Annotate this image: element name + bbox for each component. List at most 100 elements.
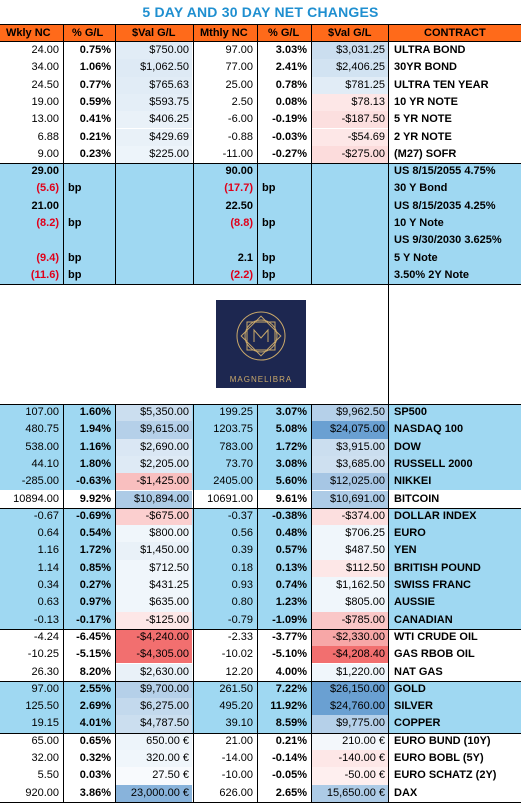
cell-wv: $10,894.00 [116, 490, 192, 508]
contract-divider [388, 284, 389, 404]
table-row: 65.00 0.65% 650.00 € 21.00 0.21% 210.00 € EURO… [0, 732, 521, 750]
cell-w: 0.64 [37, 527, 59, 540]
cell-mv: $78.13 [312, 93, 388, 112]
cell-c: SWISS FRANC [394, 579, 471, 591]
cell-mp: -0.38% [272, 509, 307, 522]
cell-wv: $800.00 [116, 525, 192, 543]
cell-wv: $2,205.00 [116, 455, 192, 474]
cell-c: DOW [394, 440, 421, 453]
cell-wp: bp [68, 182, 82, 195]
col-header-wkly-nc: Wkly NC [6, 27, 51, 39]
cell-mp: -0.05% [272, 769, 307, 782]
cell-wp: 0.59% [79, 95, 111, 108]
cell-m: (8.8) [230, 217, 253, 229]
cell-mp: 0.57% [275, 544, 307, 557]
cell-m: 77.00 [225, 61, 253, 74]
cell-wv: $1,062.50 [116, 59, 192, 77]
cell-mp: 5.08% [275, 423, 307, 436]
cell-c: GOLD [394, 682, 426, 695]
cell-mp: bp [262, 268, 276, 281]
cell-m: 261.50 [219, 682, 253, 695]
column-divider [388, 404, 389, 802]
sheet-title: 5 DAY AND 30 DAY NET CHANGES [0, 0, 521, 24]
column-divider [115, 24, 116, 285]
cell-w: 125.50 [25, 700, 59, 713]
cell-w: 13.00 [31, 113, 59, 126]
cell-w: -10.25 [27, 648, 59, 661]
cell-m: -10.00 [221, 769, 253, 782]
cell-wp: bp [68, 217, 82, 229]
cell-c: RUSSELL 2000 [394, 457, 473, 470]
cell-wp: 8.20% [79, 665, 111, 678]
cell-c: 5 YR NOTE [394, 113, 452, 126]
cell-w: 1.16 [37, 544, 59, 557]
table-row: 24.00 0.75% $750.00 97.00 3.03% $3,031.25 ULTR… [0, 42, 521, 60]
cell-mp: 8.59% [275, 717, 307, 730]
cell-c: EURO [394, 527, 426, 540]
cell-mv: -$2,330.00 [312, 628, 388, 647]
cell-c: 30 Y Bond [394, 182, 448, 195]
cell-wp: -5.15% [76, 648, 111, 661]
cell-w: 0.63 [37, 596, 59, 609]
table-row: 9.00 0.23% $225.00 -11.00 -0.27% -$275.00 (M27… [0, 145, 521, 164]
cell-mv: $1,162.50 [312, 577, 388, 595]
cell-m: 0.80 [231, 596, 253, 609]
cell-c: DOLLAR INDEX [394, 509, 477, 522]
cell-c: ULTRA BOND [394, 44, 466, 56]
cell-mp [258, 232, 310, 249]
cell-wp: bp [68, 251, 82, 264]
column-divider [115, 404, 116, 802]
cell-mv: -$4,208.40 [312, 646, 388, 664]
cell-mp: 3.08% [275, 457, 307, 470]
cell-mv: -$374.00 [312, 507, 388, 526]
table-row: 1.14 0.85% $712.50 0.18 0.13% $112.50 BRITISH … [0, 559, 521, 577]
cell-w: 6.88 [37, 130, 59, 143]
cell-mp [258, 198, 310, 215]
cell-mv: $9,775.00 [312, 715, 388, 733]
table-row: 32.00 0.32% 320.00 € -14.00 -0.14% -140.00 € E… [0, 750, 521, 768]
cell-c: WTI CRUDE OIL [394, 630, 478, 643]
cell-wp: 0.54% [79, 527, 111, 540]
cell-c: US 9/30/2030 3.625% [394, 234, 502, 247]
section-divider [0, 404, 521, 405]
cell-wv: $2,690.00 [116, 438, 192, 456]
cell-c: SILVER [394, 700, 433, 713]
cell-m: 1203.75 [213, 423, 253, 436]
column-header-row: Wkly NC % G/L $Val G/L Mthly NC % G/L $V… [0, 24, 521, 42]
cell-c: DAX [394, 786, 418, 799]
cell-wv: $225.00 [116, 145, 192, 164]
cell-w: 24.00 [31, 44, 59, 56]
cell-wv: $429.69 [116, 128, 192, 146]
cell-w [0, 232, 62, 249]
cell-mp: -5.10% [272, 648, 307, 661]
cell-mp: 0.13% [275, 561, 307, 574]
cell-m: -10.02 [221, 648, 253, 661]
cell-wv: -$675.00 [116, 507, 192, 526]
cell-mp: -0.19% [272, 113, 307, 126]
table-row: 0.64 0.54% $800.00 0.56 0.48% $706.25 EURO [0, 525, 521, 543]
cell-c: US 8/15/2035 4.25% [394, 199, 496, 212]
cell-c: COPPER [394, 717, 441, 730]
table-row: 107.00 1.60% $5,350.00 199.25 3.07% $9,962.50… [0, 404, 521, 422]
table-row: -0.13 -0.17% -$125.00 -0.79 -1.09% -$785.00 CA… [0, 611, 521, 629]
table-row: 26.30 8.20% $2,630.00 12.20 4.00% $1,220.00 NA… [0, 663, 521, 681]
cell-mp: 2.41% [275, 61, 307, 74]
cell-wp: 9.92% [79, 492, 111, 505]
cell-c: ULTRA TEN YEAR [394, 78, 489, 91]
cell-w: 65.00 [31, 734, 59, 747]
col-header-mthly-pct: % G/L [268, 27, 300, 39]
cell-mp: 0.78% [275, 78, 307, 91]
section-divider [0, 732, 521, 734]
cell-wv: $635.00 [116, 594, 192, 612]
cell-w: 1.14 [37, 561, 59, 574]
cell-m: 97.00 [225, 44, 253, 56]
cell-wp [64, 232, 114, 249]
cell-w: 920.00 [25, 786, 59, 799]
table-row: 97.00 2.55% $9,700.00 261.50 7.22% $26,150.00… [0, 680, 521, 699]
cell-mv: $2,406.25 [312, 59, 388, 77]
cell-w: 21.00 [31, 199, 59, 212]
cell-mv: $3,685.00 [312, 455, 388, 474]
cell-c: 10 YR NOTE [394, 95, 458, 108]
cell-mv: $487.50 [312, 542, 388, 560]
cell-mv: $10,691.00 [312, 490, 388, 508]
